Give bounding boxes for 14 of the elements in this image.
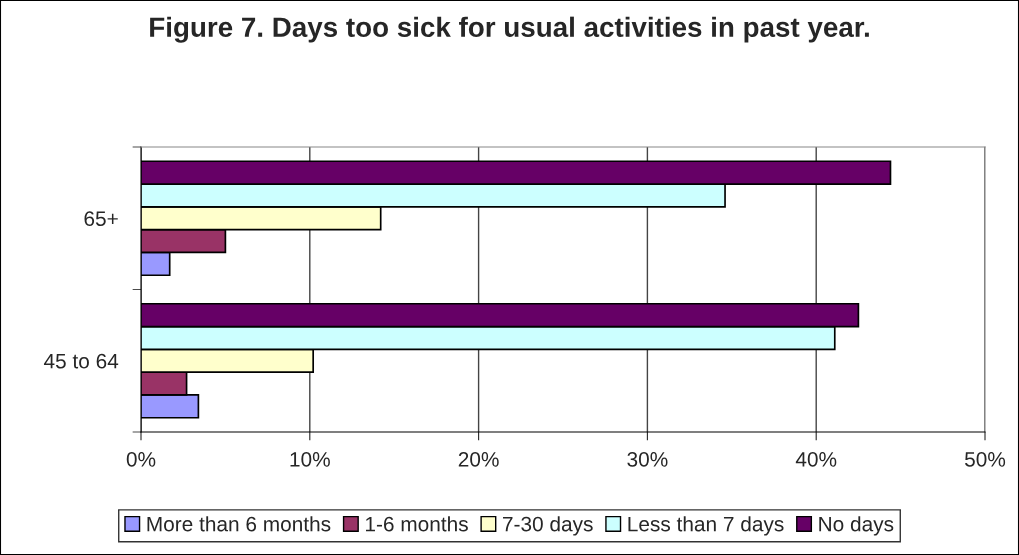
legend-label: Less than 7 days [628, 516, 784, 536]
x-tick-label: 20% [458, 451, 499, 467]
legend-label: 1-6 months [366, 516, 468, 532]
legend-label: More than 6 months [147, 516, 331, 532]
legend-label: No days [819, 516, 894, 536]
chart-title: Figure 7. Days too sick for usual activities in past year. [150, 16, 869, 43]
y-tick-label: 65+ [84, 211, 118, 226]
x-tick-label: 40% [795, 451, 837, 467]
legend-label: 7-30 days [503, 516, 593, 536]
y-tick-label: 45 to 64 [43, 353, 119, 369]
x-tick-label: 10% [290, 451, 330, 467]
x-tick-label: 50% [964, 451, 1006, 467]
x-tick-label: 30% [627, 451, 668, 467]
x-tick-label: 0% [126, 451, 156, 467]
